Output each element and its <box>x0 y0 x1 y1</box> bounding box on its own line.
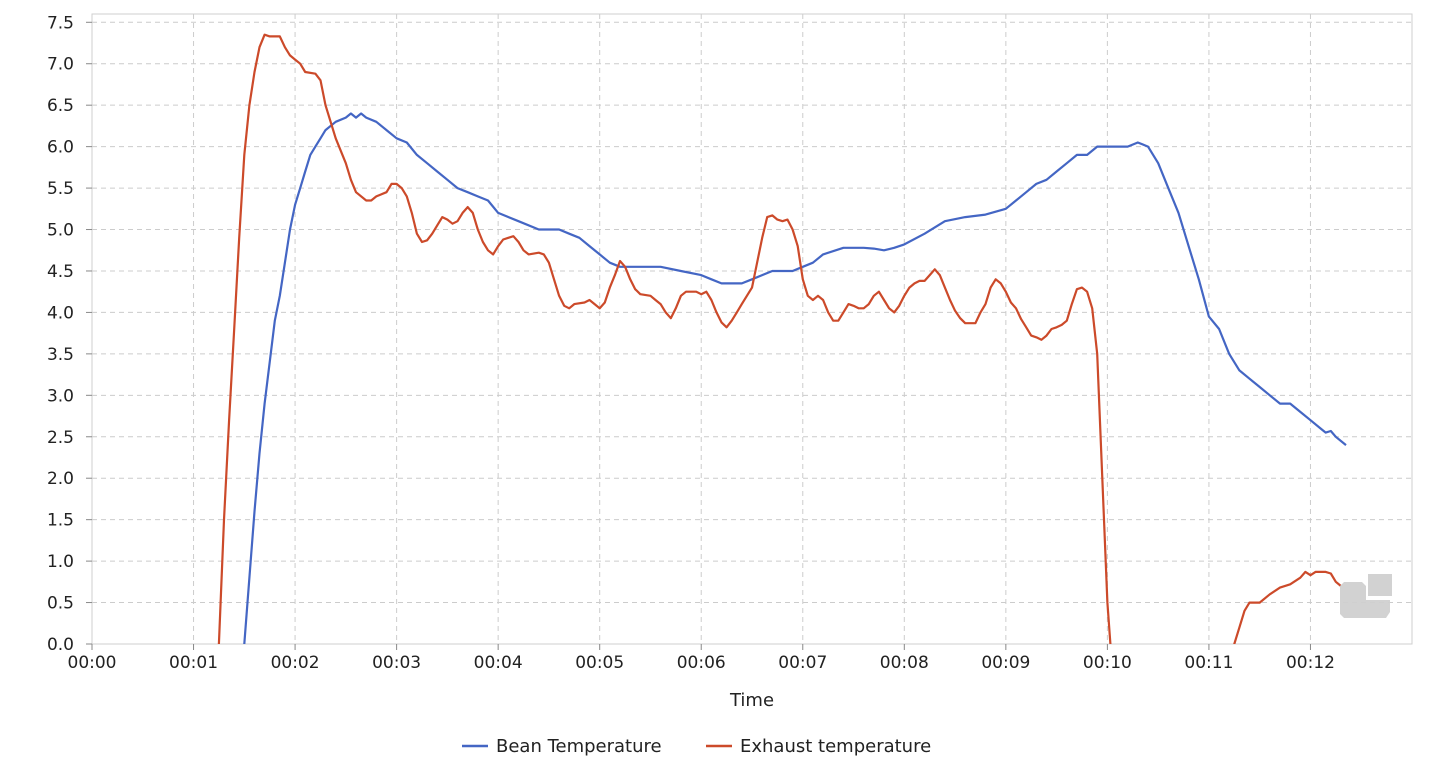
y-tick-label: 6.0 <box>47 138 74 158</box>
series-line-0 <box>243 112 1347 644</box>
x-tick-label: 00:11 <box>1184 653 1233 673</box>
y-tick-label: 2.5 <box>47 428 74 448</box>
legend-label: Bean Temperature <box>496 736 662 757</box>
y-tick-label: 0.5 <box>47 594 74 614</box>
series-layer <box>217 33 1347 644</box>
y-tick-label: 1.5 <box>47 511 74 531</box>
x-tick-label: 00:10 <box>1083 653 1132 673</box>
grid <box>91 14 1412 644</box>
x-tick-label: 00:06 <box>677 653 726 673</box>
y-tick-label: 6.5 <box>47 96 74 116</box>
x-tick-label: 00:08 <box>880 653 929 673</box>
y-tick-label: 3.5 <box>47 345 74 365</box>
legend-label: Exhaust temperature <box>740 736 931 757</box>
x-tick-label: 00:12 <box>1286 653 1335 673</box>
x-tick-label: 00:05 <box>575 653 624 673</box>
series-line-1 <box>217 33 1342 644</box>
y-tick-label: 7.5 <box>47 13 74 33</box>
plot-area-border <box>91 13 1413 645</box>
y-tick-label: 2.0 <box>47 469 74 489</box>
x-tick-label: 00:01 <box>169 653 218 673</box>
x-tick-label: 00:02 <box>271 653 320 673</box>
y-tick-label: 4.5 <box>47 262 74 282</box>
y-tick-label: 5.5 <box>47 179 74 199</box>
axes: 00:00 00:01 00:02 00:03 00:04 00:05 00:06 00:07… <box>47 13 1335 673</box>
x-tick-label: 00:03 <box>372 653 421 673</box>
y-tick-label: 4.0 <box>47 303 74 323</box>
y-tick-label: 3.0 <box>47 386 74 406</box>
y-tick-label: 5.0 <box>47 221 74 241</box>
x-axis-title: Time <box>729 690 774 711</box>
legend: Bean Temperature Exhaust temperature <box>462 736 931 757</box>
x-tick-label: 00:07 <box>778 653 827 673</box>
x-tick-label: 00:00 <box>68 653 117 673</box>
watermark-logo-icon <box>1340 574 1392 618</box>
y-tick-label: 1.0 <box>47 552 74 572</box>
x-tick-label: 00:09 <box>981 653 1030 673</box>
x-tick-label: 00:04 <box>474 653 523 673</box>
y-tick-label: 7.0 <box>47 55 74 75</box>
y-tick-label: 0.0 <box>47 635 74 655</box>
